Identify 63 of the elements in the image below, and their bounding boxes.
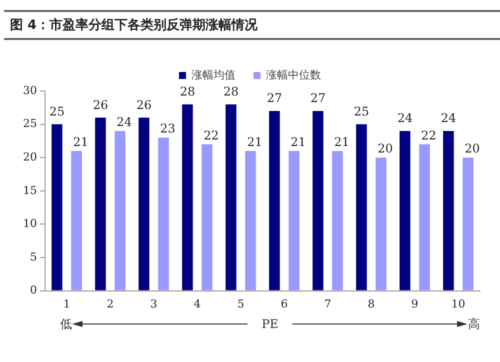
data-label: 21 [334,135,350,150]
x-tick-label: 2 [106,297,114,310]
x-tick-label: 4 [194,297,201,310]
bar [95,118,106,290]
data-label: 24 [440,111,456,126]
x-tick-label: 5 [237,297,244,310]
y-tick-label: 15 [22,184,37,197]
data-label: 27 [266,91,282,106]
legend-label: 涨幅均值 [192,68,236,82]
data-label: 24 [116,115,132,130]
y-tick-label: 10 [22,217,37,230]
x-tick-label: 6 [280,297,288,310]
y-tick-label: 25 [22,117,37,130]
bar [202,144,212,290]
data-label: 26 [136,98,152,112]
x-tick-label: 3 [150,297,158,310]
x-axis-title: PE [260,317,280,331]
data-label: 24 [397,111,413,126]
data-label: 22 [204,128,219,142]
data-label: 21 [290,135,306,150]
bar [52,124,62,290]
data-label: 28 [223,84,239,98]
data-label: 25 [354,104,370,118]
bar [114,130,126,290]
y-tick-label: 30 [22,84,37,97]
bar [138,118,150,290]
bar [419,144,430,290]
x-tick-label: 10 [451,297,466,310]
x-tick-label: 1 [63,297,70,310]
bar [376,158,386,290]
chart-title: 图 4：市盈率分组下各类别反弹期涨幅情况 [4,10,500,40]
data-label: 21 [73,135,88,150]
data-label: 26 [92,98,108,112]
x-tick-label: 9 [411,297,418,310]
data-label: 28 [180,84,196,98]
bar [400,130,410,290]
legend-label: 涨幅中位数 [266,68,321,82]
bar [332,150,343,290]
bar [226,104,236,290]
bar [71,150,82,290]
y-tick-label: 20 [22,150,37,164]
text: 低 [60,316,72,332]
data-label: 23 [160,122,176,136]
data-label: 25 [49,104,65,118]
bar [158,138,169,290]
data-label: 22 [421,128,436,142]
y-tick-label: 5 [30,250,37,264]
bar [269,110,280,290]
bar [356,124,367,290]
bar [182,104,193,290]
data-label: 20 [464,142,480,156]
y-tick-label: 0 [30,284,37,297]
bar [245,150,256,290]
text: 高 [468,316,480,332]
bar [312,110,324,290]
bar [288,150,300,290]
bar [462,158,474,290]
data-label: 21 [247,135,262,150]
x-tick-label: 8 [368,297,375,310]
data-label: 20 [378,142,393,156]
x-tick-label: 7 [324,297,332,310]
bar [443,130,454,290]
data-label: 27 [310,91,326,106]
